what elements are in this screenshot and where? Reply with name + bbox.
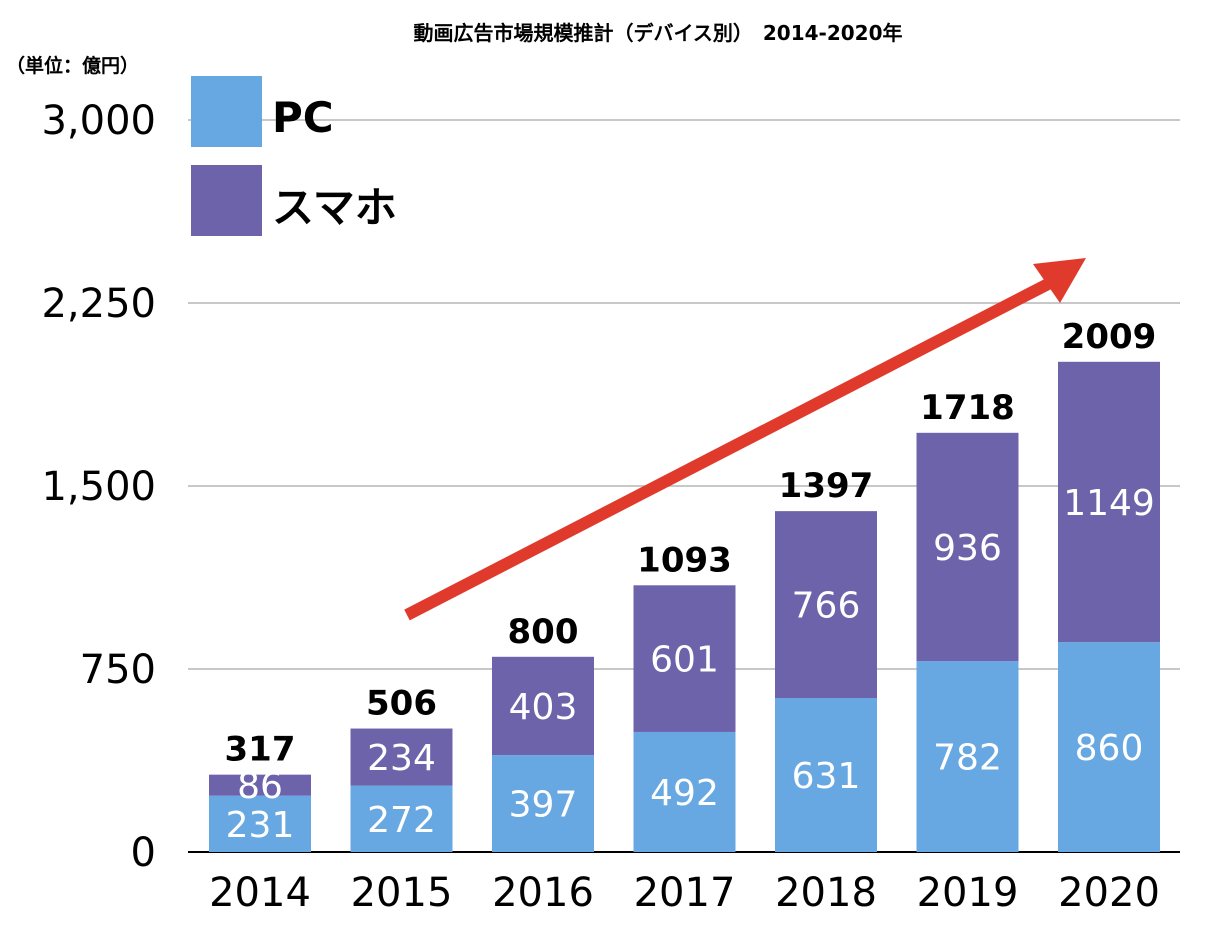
bar-segment-smartphone <box>209 774 311 796</box>
segment-value-label: 272 <box>367 800 436 841</box>
bar-segment-smartphone <box>916 432 1019 662</box>
bar-segment-smartphone <box>1058 361 1160 643</box>
x-tick-label: 2017 <box>634 870 736 916</box>
segment-value-label: 1149 <box>1063 483 1155 524</box>
segment-value-label: 231 <box>226 805 295 846</box>
x-tick-label: 2014 <box>209 870 311 916</box>
x-tick-label: 2015 <box>351 870 453 916</box>
total-value-label: 1093 <box>637 540 732 580</box>
segment-value-label: 601 <box>650 640 719 681</box>
x-tick-label: 2018 <box>775 870 877 916</box>
bar-segment-pc <box>633 731 736 852</box>
segment-value-label: 936 <box>933 528 1002 569</box>
bar-segment-smartphone <box>633 585 736 732</box>
y-tick-label: 2,250 <box>41 281 156 327</box>
legend-swatch-smartphone <box>191 165 262 236</box>
y-axis: 0 750 1,500 2,250 3,000 <box>41 98 1180 876</box>
segment-value-label: 403 <box>509 687 578 728</box>
bar-segment-pc <box>350 785 453 852</box>
total-value-label: 506 <box>366 684 437 724</box>
segment-value-label: 397 <box>509 785 578 826</box>
segment-value-label: 86 <box>237 766 283 807</box>
bar-segment-pc <box>1058 642 1160 852</box>
bar-segment-pc <box>209 795 311 852</box>
trend-arrow <box>404 258 1086 621</box>
legend-label-pc: PC <box>272 93 334 142</box>
legend: PC スマホ <box>191 76 397 236</box>
bar-segment-pc <box>492 755 594 852</box>
total-value-label: 2009 <box>1062 317 1157 357</box>
legend-swatch-pc <box>191 76 262 147</box>
bar-segment-pc <box>916 661 1019 852</box>
total-value-label: 1718 <box>920 388 1015 428</box>
x-tick-label: 2020 <box>1058 870 1160 916</box>
segment-value-label: 860 <box>1075 728 1144 769</box>
bar-segment-pc <box>775 698 877 852</box>
bar-segment-smartphone <box>350 728 453 786</box>
x-axis: 2014 2015 2016 2017 2018 2019 2020 <box>209 870 1160 916</box>
legend-label-smartphone: スマホ <box>272 183 397 232</box>
total-value-label: 1397 <box>779 466 874 506</box>
y-tick-label: 1,500 <box>41 464 156 510</box>
x-tick-label: 2019 <box>917 870 1019 916</box>
total-value-label: 317 <box>225 730 296 770</box>
bar-segment-smartphone <box>775 511 877 699</box>
chart-title: 動画広告市場規模推計（デバイス別） 2014-2020年 <box>413 21 902 45</box>
x-tick-label: 2016 <box>492 870 594 916</box>
y-tick-label: 3,000 <box>41 98 156 144</box>
total-value-label: 800 <box>508 612 579 652</box>
segment-value-label: 631 <box>792 756 861 797</box>
segment-value-label: 234 <box>367 738 436 779</box>
trend-arrow-shaft <box>404 277 1053 621</box>
y-tick-label: 750 <box>80 647 156 693</box>
unit-label: （単位：億円） <box>6 54 139 77</box>
segment-value-label: 492 <box>650 773 719 814</box>
segment-value-label: 782 <box>933 738 1002 779</box>
y-tick-label: 0 <box>131 830 156 876</box>
bar-segment-smartphone <box>492 656 594 756</box>
trend-arrow-head <box>1033 258 1086 303</box>
segment-value-label: 766 <box>792 586 861 627</box>
